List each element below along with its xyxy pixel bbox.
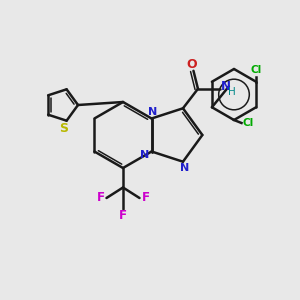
Text: N: N bbox=[140, 150, 150, 160]
Text: F: F bbox=[119, 209, 127, 222]
Text: N: N bbox=[180, 163, 189, 173]
Text: N: N bbox=[220, 80, 231, 93]
Text: S: S bbox=[59, 122, 68, 135]
Text: O: O bbox=[187, 58, 197, 71]
Text: H: H bbox=[228, 87, 236, 98]
Text: Cl: Cl bbox=[250, 65, 262, 75]
Text: Cl: Cl bbox=[242, 118, 254, 128]
Text: F: F bbox=[142, 191, 149, 204]
Text: F: F bbox=[97, 191, 104, 204]
Text: N: N bbox=[148, 107, 157, 117]
